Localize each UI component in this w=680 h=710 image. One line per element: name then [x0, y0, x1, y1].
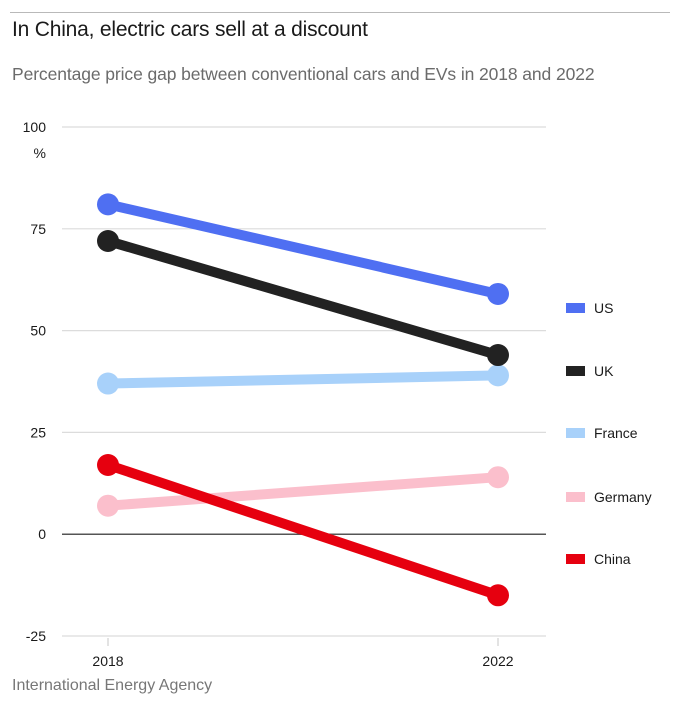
data-point-france-2022 [487, 364, 509, 387]
x-tick-label: 2022 [482, 653, 513, 669]
legend-item-uk: UK [566, 363, 614, 379]
y-tick-label: 0 [38, 526, 46, 542]
series-uk [97, 230, 509, 367]
data-point-us-2018 [97, 193, 119, 216]
series-line-france [103, 370, 503, 389]
series-line-china [103, 459, 503, 601]
legend-swatch [566, 428, 585, 438]
source-note: International Energy Agency [12, 677, 213, 694]
legend-label: France [594, 425, 638, 441]
data-point-germany-2018 [97, 494, 119, 517]
chart-title: In China, electric cars sell at a discou… [12, 18, 368, 41]
legend-swatch [566, 366, 585, 376]
y-tick-label: -25 [26, 628, 46, 644]
series-line-us [103, 199, 503, 299]
legend: US UK France Germany China [566, 300, 652, 567]
data-point-us-2022 [487, 282, 509, 305]
legend-label: Germany [594, 489, 652, 505]
y-axis: % 100 75 50 25 0 -25 [23, 119, 47, 644]
legend-swatch [566, 303, 585, 313]
y-tick-label: 75 [30, 221, 46, 237]
series-china [97, 453, 509, 607]
series-lines [97, 193, 509, 607]
x-axis: 2018 2022 [92, 638, 514, 669]
y-tick-label: 100 [23, 119, 47, 135]
x-tick-label: 2018 [92, 653, 123, 669]
series-line-uk [103, 236, 503, 361]
series-line-germany [103, 472, 503, 511]
legend-item-china: China [566, 551, 631, 567]
legend-item-france: France [566, 425, 638, 441]
series-us [97, 193, 509, 305]
y-unit-label: % [34, 145, 46, 161]
y-tick-label: 25 [30, 424, 46, 440]
data-point-china-2018 [97, 453, 119, 476]
legend-item-us: US [566, 300, 613, 316]
legend-item-germany: Germany [566, 489, 652, 505]
legend-label: US [594, 300, 613, 316]
top-divider [10, 12, 670, 13]
legend-swatch [566, 492, 585, 502]
y-tick-label: 50 [30, 323, 46, 339]
legend-swatch [566, 554, 585, 564]
series-france [97, 364, 509, 395]
data-point-france-2018 [97, 372, 119, 395]
data-point-uk-2022 [487, 344, 509, 367]
chart-subtitle: Percentage price gap between conventiona… [12, 64, 595, 84]
legend-label: UK [594, 363, 614, 379]
data-point-germany-2022 [487, 466, 509, 489]
gridlines [62, 126, 546, 637]
data-point-uk-2018 [97, 230, 119, 253]
data-point-china-2022 [487, 584, 509, 607]
legend-label: China [594, 551, 631, 567]
series-germany [97, 466, 509, 517]
